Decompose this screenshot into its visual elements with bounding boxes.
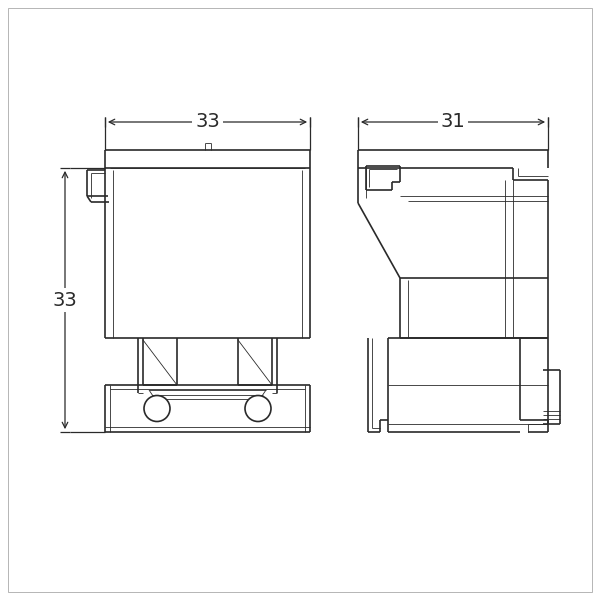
- Text: 33: 33: [53, 290, 77, 310]
- Text: 33: 33: [195, 112, 220, 131]
- Circle shape: [245, 395, 271, 421]
- Circle shape: [144, 395, 170, 421]
- Text: 31: 31: [440, 112, 466, 131]
